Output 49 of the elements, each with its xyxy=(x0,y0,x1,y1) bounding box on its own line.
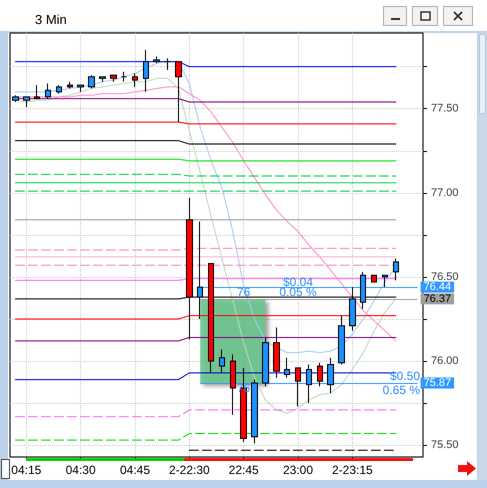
candlestick xyxy=(284,357,290,378)
candlestick xyxy=(273,326,280,378)
x-tick-label: 04:45 xyxy=(120,463,150,477)
candlestick xyxy=(99,76,106,82)
x-tick-label: 22:45 xyxy=(228,463,260,477)
candlestick xyxy=(34,84,40,100)
candlestick xyxy=(121,71,127,82)
x-tick-label: 04:30 xyxy=(66,463,96,477)
ref-line-label: 76.37 xyxy=(424,292,452,305)
annotation: $0.50 xyxy=(390,368,420,383)
candlestick xyxy=(382,274,388,288)
x-tick-label: 2-22:30 xyxy=(168,463,210,477)
ref-line-label: 76.44 xyxy=(424,281,452,294)
annotation: $0.04 xyxy=(283,275,314,290)
candlestick xyxy=(338,315,345,365)
y-tick-label: 77.00 xyxy=(431,186,459,199)
candlestick xyxy=(143,49,149,92)
candlestick xyxy=(262,337,269,387)
y-tick-label: 75.50 xyxy=(431,439,459,452)
ref-line-label: 75.87 xyxy=(424,376,452,389)
annotation: 0.65 % xyxy=(382,382,420,397)
candlestick xyxy=(219,348,225,374)
candlestick xyxy=(23,96,30,108)
candlestick xyxy=(45,82,51,100)
candlestick xyxy=(67,81,73,90)
y-tick-label: 76.50 xyxy=(431,270,459,283)
candlestick xyxy=(327,357,334,394)
candlestick xyxy=(56,84,62,94)
candlestick xyxy=(77,84,84,92)
candlestick xyxy=(230,354,236,416)
candlestick xyxy=(371,274,377,283)
candlestick xyxy=(153,56,160,64)
candlestick xyxy=(251,379,258,444)
y-tick-label: 77.50 xyxy=(431,102,459,115)
candlestick xyxy=(295,367,301,408)
x-tick-label: 23:00 xyxy=(283,463,314,477)
candlestick xyxy=(306,364,312,404)
candlestick xyxy=(132,72,138,88)
x-tick-label: 04:15 xyxy=(11,463,42,477)
x-tick-label: 2-23:15 xyxy=(332,463,374,477)
candlestick xyxy=(12,94,19,102)
chart-title: 3 Min xyxy=(35,12,67,27)
candlestick xyxy=(164,58,171,71)
candlestick xyxy=(110,74,117,82)
candlestick xyxy=(88,74,95,90)
candlestick xyxy=(317,362,323,387)
annotation: 76 xyxy=(236,285,251,300)
y-tick-label: 76.00 xyxy=(431,355,459,368)
candlestick xyxy=(393,258,399,281)
